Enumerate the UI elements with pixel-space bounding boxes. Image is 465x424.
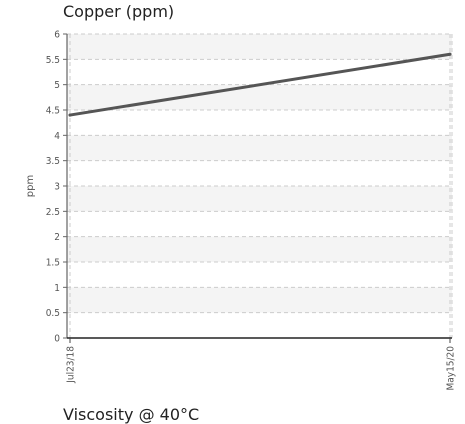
next-chart-title: Viscosity @ 40°C xyxy=(63,405,200,424)
plot-band xyxy=(67,236,452,262)
plot-band xyxy=(67,34,452,60)
plot-band xyxy=(67,135,452,161)
y-axis-title: ppm xyxy=(25,175,36,197)
data-point xyxy=(68,113,72,117)
y-tick-label: 4 xyxy=(54,131,60,142)
y-tick-label: 1 xyxy=(54,283,60,294)
plot-background-bands xyxy=(67,34,452,313)
y-tick-label: 0 xyxy=(54,334,60,345)
y-tick-label: 3 xyxy=(54,182,60,193)
data-point xyxy=(448,52,452,56)
x-tick-label: May15/20 xyxy=(446,346,457,391)
series-layer xyxy=(68,52,452,117)
plot-band xyxy=(67,186,452,212)
x-tick-label: Jul23/18 xyxy=(66,346,77,384)
y-tick-label: 4.5 xyxy=(46,106,60,117)
chart-title: Copper (ppm) xyxy=(63,2,175,21)
y-tick-label: 2 xyxy=(54,232,60,243)
x-axis-ticks: Jul23/18 May15/20 xyxy=(66,338,457,391)
y-tick-label: 5.5 xyxy=(46,55,60,66)
y-tick-label: 0.5 xyxy=(46,308,60,319)
series-line xyxy=(68,52,452,117)
y-axis-ticks: 0 0.5 1 1.5 2 2.5 3 3.5 4 4.5 5 5.5 6 xyxy=(46,30,67,345)
y-tick-label: 6 xyxy=(54,30,60,41)
y-tick-label: 5 xyxy=(54,80,60,91)
y-tick-label: 2.5 xyxy=(46,207,60,218)
y-tick-label: 3.5 xyxy=(46,156,60,167)
plot-band xyxy=(67,287,452,313)
y-tick-label: 1.5 xyxy=(46,258,60,269)
